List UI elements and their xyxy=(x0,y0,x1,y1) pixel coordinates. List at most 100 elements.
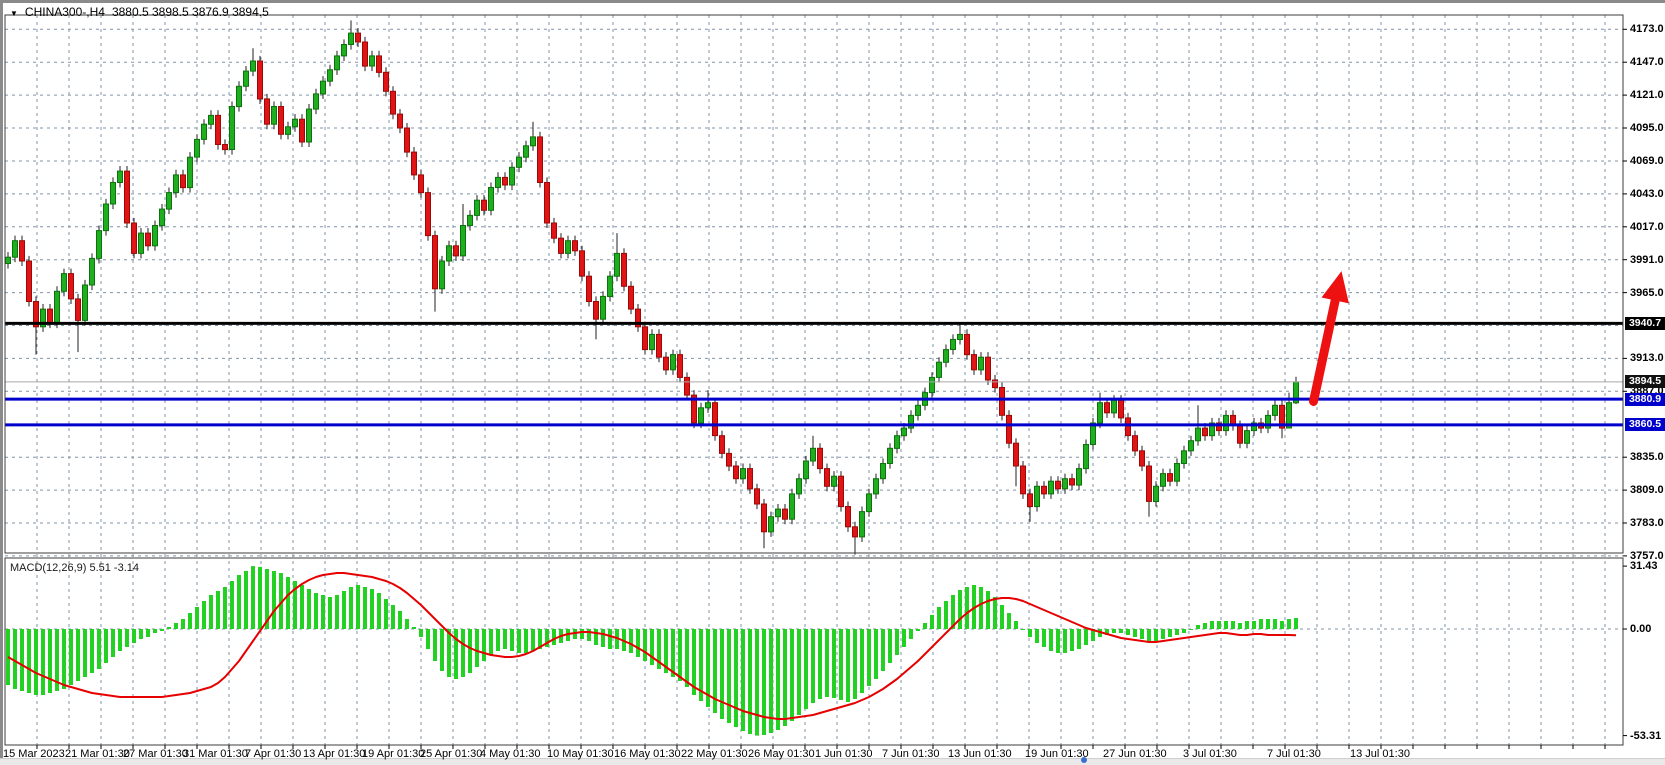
candle-bull xyxy=(880,463,886,480)
date-axis-label: 4 May 01:30 xyxy=(480,748,541,760)
candle-bull xyxy=(110,182,116,205)
macd-histogram-bar xyxy=(1049,629,1053,651)
macd-histogram-bar xyxy=(300,585,304,629)
macd-histogram-bar xyxy=(986,591,990,629)
candle-bear xyxy=(964,333,970,356)
candle-bull xyxy=(901,427,907,437)
symbol-header: ▼ CHINA300-,H4 3880.5 3898.5 3876.9 3894… xyxy=(10,5,269,19)
symbol-ohlc-readout: 3880.5 3898.5 3876.9 3894.5 xyxy=(111,5,269,19)
candle-bull xyxy=(670,354,676,371)
candle-bull xyxy=(705,402,711,409)
current-price-line-badge: 3894.5 xyxy=(1625,375,1665,388)
macd-histogram-bar xyxy=(20,629,24,691)
candle-bull xyxy=(166,192,172,210)
macd-histogram-bar xyxy=(412,627,416,629)
candle-bull xyxy=(1083,444,1089,470)
macd-histogram-bar xyxy=(328,597,332,629)
candle-bull xyxy=(1195,427,1201,442)
macd-histogram-bar xyxy=(1140,629,1144,639)
macd-histogram-bar xyxy=(1280,621,1284,629)
macd-histogram-bar xyxy=(923,623,927,629)
status-strip xyxy=(0,758,1665,765)
candle-bull xyxy=(446,245,452,262)
candle-bear xyxy=(691,394,697,424)
candle-bull xyxy=(789,493,795,520)
candle-bear xyxy=(432,235,438,290)
date-axis-label: 13 Jun 01:30 xyxy=(948,748,1012,760)
macd-histogram-bar xyxy=(41,629,45,695)
macd-histogram-bar xyxy=(804,629,808,709)
candle-bull xyxy=(1265,414,1271,429)
candle-bear xyxy=(551,222,557,239)
candle-bear xyxy=(425,192,431,237)
macd-histogram-bar xyxy=(587,629,591,641)
candle-bull xyxy=(173,174,179,194)
macd-histogram-bar xyxy=(1105,629,1109,635)
macd-histogram-bar xyxy=(160,629,164,631)
macd-histogram-bar xyxy=(1154,629,1158,641)
candle-bear xyxy=(663,356,669,371)
window-top-border xyxy=(0,0,1665,3)
candle-bull xyxy=(908,414,914,429)
macd-histogram-bar xyxy=(1063,629,1067,653)
candle-bear xyxy=(1069,478,1075,486)
candle-bull xyxy=(516,156,522,168)
macd-histogram-bar xyxy=(930,615,934,629)
macd-histogram-bar xyxy=(489,629,493,655)
macd-histogram-bar xyxy=(937,607,941,629)
trend-arrow-shaft xyxy=(1309,290,1341,406)
candle-bear xyxy=(355,32,361,43)
macd-histogram-bar xyxy=(475,629,479,667)
candle-bull xyxy=(488,187,494,211)
macd-axis-label: -53.31 xyxy=(1630,730,1662,742)
macd-histogram-bar xyxy=(1042,629,1046,647)
macd-histogram-bar xyxy=(90,629,94,673)
candle-bull xyxy=(159,208,165,227)
price-axis-label: 3965.0 xyxy=(1630,287,1664,299)
candle-bull xyxy=(509,166,515,186)
macd-histogram-bar xyxy=(349,587,353,629)
symbol-dropdown-icon[interactable]: ▼ xyxy=(10,8,18,18)
candle-bear xyxy=(264,98,270,125)
price-axis-label: 4069.0 xyxy=(1630,155,1664,167)
price-axis-label: 3913.0 xyxy=(1630,352,1664,364)
macd-histogram-bar xyxy=(1266,619,1270,629)
date-axis-label: 25 Apr 01:30 xyxy=(420,748,483,760)
candle-bull xyxy=(775,508,781,518)
macd-histogram-bar xyxy=(1189,629,1193,630)
candle-bear xyxy=(180,174,186,189)
macd-histogram-bar xyxy=(111,629,115,657)
macd-histogram-bar xyxy=(993,597,997,629)
price-axis-label: 4043.0 xyxy=(1630,188,1664,200)
candle-bear xyxy=(453,245,459,257)
candle-bull xyxy=(208,114,214,125)
macd-histogram-bar xyxy=(440,629,444,671)
macd-histogram-bar xyxy=(783,629,787,726)
macd-histogram-bar xyxy=(839,629,843,700)
macd-histogram-bar xyxy=(153,629,157,633)
candle-bull xyxy=(201,123,207,140)
macd-histogram-bar xyxy=(447,629,451,677)
price-axis-label: 3757.0 xyxy=(1630,550,1664,562)
macd-histogram-bar xyxy=(895,629,899,655)
macd-histogram-bar xyxy=(1294,618,1298,629)
macd-histogram-bar xyxy=(419,629,423,637)
date-axis-label: 7 Jul 01:30 xyxy=(1267,748,1321,760)
candle-bear xyxy=(19,240,25,262)
macd-histogram-bar xyxy=(272,571,276,629)
candle-bull xyxy=(1048,480,1054,495)
candle-bull xyxy=(894,435,900,449)
candle-bull xyxy=(1097,402,1103,424)
macd-histogram-bar xyxy=(468,629,472,673)
macd-histogram-bar xyxy=(692,629,696,695)
candle-bear xyxy=(852,526,858,538)
candle-bear xyxy=(537,136,543,183)
candle-bear xyxy=(1216,422,1222,432)
macd-histogram-bar xyxy=(727,629,731,723)
candle-bull xyxy=(1244,430,1250,444)
macd-histogram-bar xyxy=(76,629,80,681)
candle-bear xyxy=(1006,414,1012,444)
macd-histogram-bar xyxy=(258,567,262,629)
candle-bull xyxy=(40,308,46,328)
